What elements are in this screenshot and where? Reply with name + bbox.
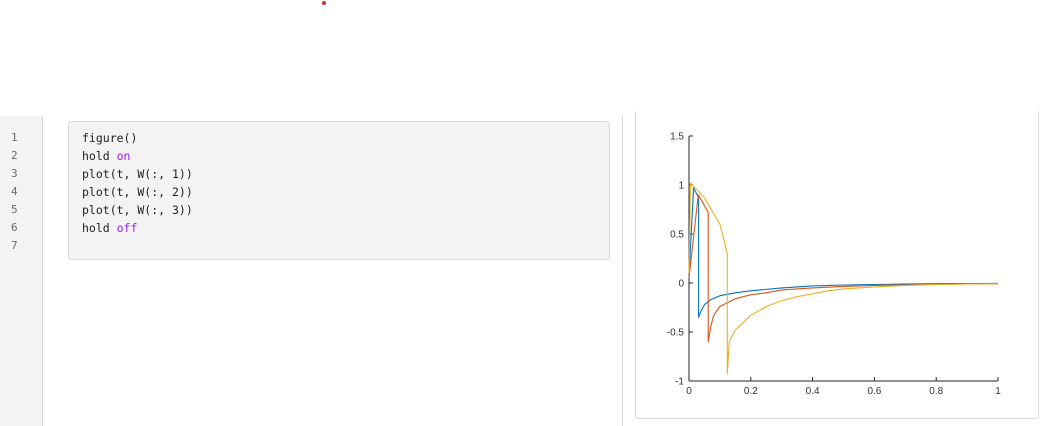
series-line-3 xyxy=(688,182,999,375)
code-text: plot(t, W(:, 1)) xyxy=(82,167,193,181)
code-keyword: on xyxy=(116,149,131,163)
series-line-2 xyxy=(688,194,999,343)
x-tick-label: 1 xyxy=(995,386,1001,397)
line-number-gutter: 1 2 3 4 5 6 7 xyxy=(0,116,43,426)
code-line[interactable] xyxy=(82,237,193,255)
code-line[interactable]: plot(t, W(:, 1)) xyxy=(82,165,193,183)
figure-output[interactable]: 0 0.2 0.4 0.6 0.8 1 -1 -0.5 0 0.5 1 1.5 xyxy=(635,111,1039,419)
series-line-1 xyxy=(688,187,999,318)
code-text: plot(t, W(:, 3)) xyxy=(82,203,193,217)
code-text: hold xyxy=(82,149,117,163)
line-number: 3 xyxy=(11,167,18,180)
y-tick-label: -1 xyxy=(675,377,684,388)
x-tick-label: 0.8 xyxy=(929,386,943,397)
code-text: figure() xyxy=(82,131,138,145)
code-editor[interactable]: figure() hold on plot(t, W(:, 1)) plot(t… xyxy=(68,121,610,260)
status-dot xyxy=(322,1,326,5)
y-tick-label: -0.5 xyxy=(667,328,685,339)
line-numbers: 1 2 3 4 5 6 7 xyxy=(0,129,30,255)
line-number: 7 xyxy=(11,239,18,252)
x-tick-label: 0.2 xyxy=(744,386,758,397)
panel-divider[interactable] xyxy=(622,116,623,426)
x-tick-label: 0.6 xyxy=(867,386,881,397)
line-number: 5 xyxy=(11,203,18,216)
line-number: 1 xyxy=(11,131,18,144)
y-tick-label: 1 xyxy=(678,181,684,192)
line-number: 4 xyxy=(11,185,18,198)
code-text: hold xyxy=(82,221,117,235)
y-tick-label: 1.5 xyxy=(670,132,684,143)
y-tick-label: 0.5 xyxy=(670,230,684,241)
line-chart: 0 0.2 0.4 0.6 0.8 1 -1 -0.5 0 0.5 1 1.5 xyxy=(667,132,1001,398)
code-line[interactable]: plot(t, W(:, 2)) xyxy=(82,183,193,201)
code-line[interactable]: plot(t, W(:, 3)) xyxy=(82,201,193,219)
code-line[interactable]: figure() xyxy=(82,129,193,147)
x-tick-label: 0 xyxy=(686,386,692,397)
code-keyword: off xyxy=(116,221,138,235)
code-lines: figure() hold on plot(t, W(:, 1)) plot(t… xyxy=(82,129,193,255)
code-line[interactable]: hold on xyxy=(82,147,193,165)
code-line[interactable]: hold off xyxy=(82,219,193,237)
line-number: 6 xyxy=(11,221,18,234)
code-text: plot(t, W(:, 2)) xyxy=(82,185,193,199)
line-number: 2 xyxy=(11,149,18,162)
y-tick-label: 0 xyxy=(678,279,684,290)
x-tick-label: 0.4 xyxy=(806,386,820,397)
